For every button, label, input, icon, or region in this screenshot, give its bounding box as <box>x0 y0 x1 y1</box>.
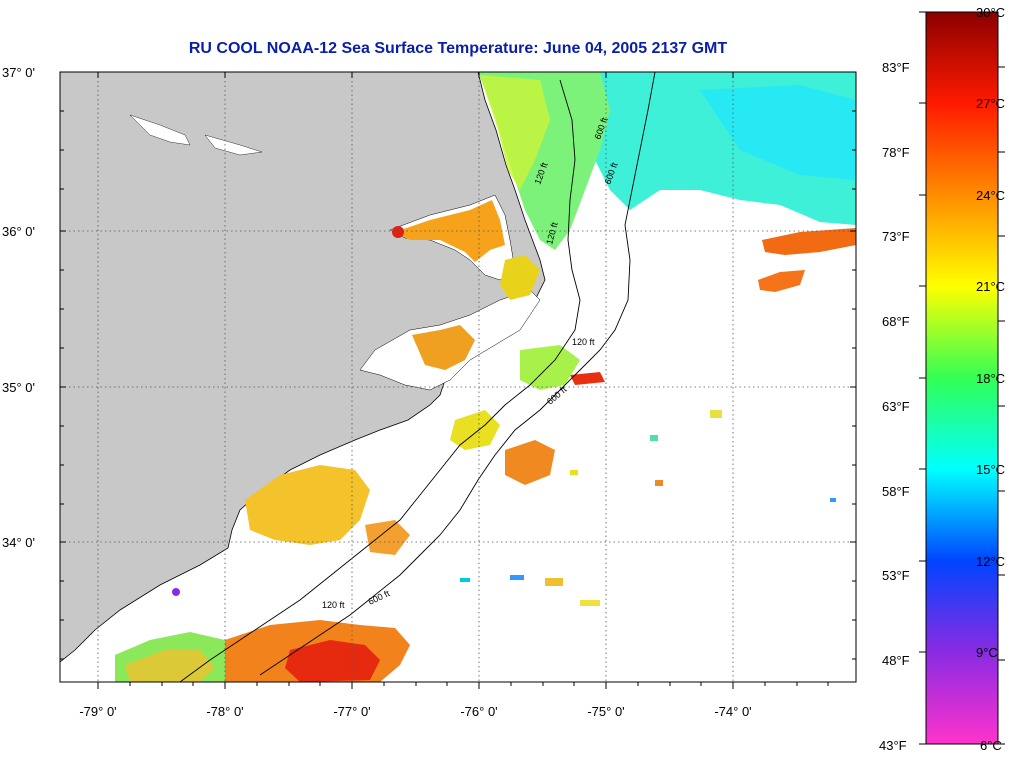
sst-sound-yellow <box>500 255 540 300</box>
fahrenheit-label-58: 58°F <box>882 484 910 499</box>
lon-label-76: -76° 0' <box>460 704 497 719</box>
celsius-label-27: 27°C <box>976 96 1005 111</box>
lon-label-79: -79° 0' <box>79 704 116 719</box>
sst-south-mixed-2 <box>125 650 215 682</box>
sst-coastal-orange <box>365 520 410 555</box>
celsius-label-21: 21°C <box>976 279 1005 294</box>
map-frame <box>59 71 857 683</box>
fahrenheit-label-83: 83°F <box>882 60 910 75</box>
sst-sound-warm-2 <box>412 325 475 370</box>
lat-ticks <box>60 71 856 660</box>
sst-warm-filament-2 <box>758 270 805 292</box>
sst-south-red <box>285 640 380 682</box>
fahrenheit-label-78: 78°F <box>882 145 910 160</box>
fahrenheit-label-48: 48°F <box>882 653 910 668</box>
sst-shelf-green <box>520 345 580 390</box>
sst-shelf-yellow <box>450 410 500 450</box>
fahrenheit-label-68: 68°F <box>882 314 910 329</box>
fahrenheit-label-63: 63°F <box>882 399 910 414</box>
fahrenheit-label-73: 73°F <box>882 229 910 244</box>
map-title: RU COOL NOAA-12 Sea Surface Temperature:… <box>188 40 728 57</box>
lat-label-36: 36° 0' <box>2 224 35 239</box>
river-inlet <box>129 114 191 146</box>
fahrenheit-label-53: 53°F <box>882 568 910 583</box>
sst-sound-warm <box>395 200 505 262</box>
sst-warm-filament-3 <box>570 372 605 385</box>
lon-ticks <box>97 72 829 689</box>
celsius-label-9: 9°C <box>976 645 998 660</box>
sst-shelf-orange <box>505 440 555 485</box>
river-inlet-2 <box>204 134 263 156</box>
lat-label-35: 35° 0' <box>2 380 35 395</box>
sst-patch-yellowgreen <box>480 75 550 190</box>
celsius-label-12: 12°C <box>976 554 1005 569</box>
contour-label-7: 120 ft <box>322 600 345 610</box>
celsius-label-15: 15°C <box>976 462 1005 477</box>
sst-warm-filament-1 <box>762 228 856 255</box>
celsius-label-30: 30°C <box>976 5 1005 20</box>
sst-coastal-yellow <box>245 465 370 545</box>
colorbar-ticks <box>919 11 1005 745</box>
sst-patch-cyan-bright <box>700 85 856 180</box>
lon-label-77: -77° 0' <box>333 704 370 719</box>
bathymetry-contours <box>179 72 656 682</box>
colorbar <box>925 11 999 745</box>
lon-label-74: -74° 0' <box>714 704 751 719</box>
celsius-label-24: 24°C <box>976 188 1005 203</box>
lat-label-34: 34° 0' <box>2 535 35 550</box>
lat-label-37: 37° 0' <box>2 65 35 80</box>
celsius-label-6: 6°C <box>980 738 1002 753</box>
fahrenheit-label-43: 43°F <box>879 738 907 753</box>
lon-label-75: -75° 0' <box>587 704 624 719</box>
contour-label-5: 120 ft <box>572 337 595 347</box>
celsius-label-18: 18°C <box>976 371 1005 386</box>
sst-cold-spot <box>172 588 180 596</box>
lon-label-78: -78° 0' <box>206 704 243 719</box>
sst-hotspot <box>392 226 404 238</box>
